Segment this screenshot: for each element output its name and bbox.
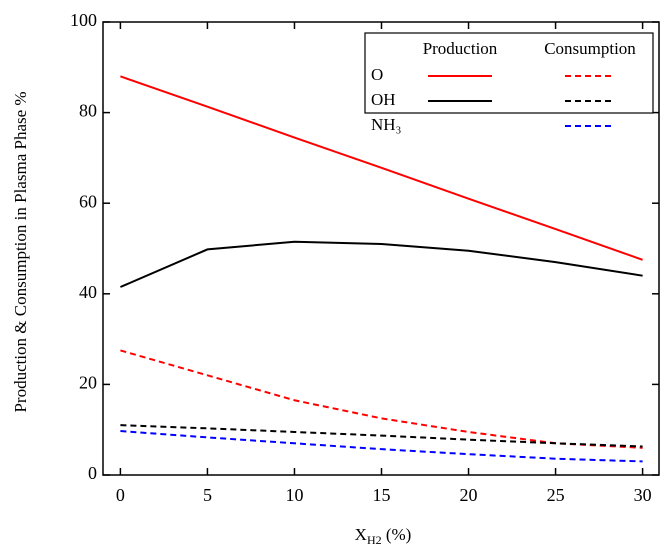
x-tick-label: 5 — [203, 485, 212, 505]
x-tick-label: 15 — [373, 485, 391, 505]
y-tick-label: 0 — [88, 463, 97, 483]
x-tick-label: 20 — [460, 485, 478, 505]
legend-label: OH — [371, 90, 396, 109]
legend-header: Production — [423, 39, 498, 58]
legend-label: O — [371, 65, 383, 84]
x-tick-label: 0 — [116, 485, 125, 505]
y-tick-label: 20 — [79, 373, 97, 393]
y-tick-label: 40 — [79, 282, 97, 302]
production-line — [120, 240, 643, 288]
production-line — [120, 75, 643, 261]
legend-header: Consumption — [544, 39, 636, 58]
y-tick-label: 80 — [79, 101, 97, 121]
legend-label: NH₃ — [371, 115, 402, 134]
consumption-line — [120, 349, 643, 449]
legend: Production Consumption O OH NH₃ — [364, 32, 654, 134]
y-tick-label: 100 — [70, 10, 97, 30]
consumption-line — [120, 430, 643, 463]
consumption-line — [120, 424, 643, 448]
x-tick-label: 10 — [285, 485, 303, 505]
x-tick-label: 30 — [634, 485, 652, 505]
y-tick-label: 60 — [79, 191, 97, 211]
x-tick-label: 25 — [547, 485, 565, 505]
x-axis-label: XH2 (%) — [355, 525, 412, 547]
legend-box — [364, 32, 654, 114]
y-axis-label: Production & Consumption in Plasma Phase… — [11, 91, 30, 412]
